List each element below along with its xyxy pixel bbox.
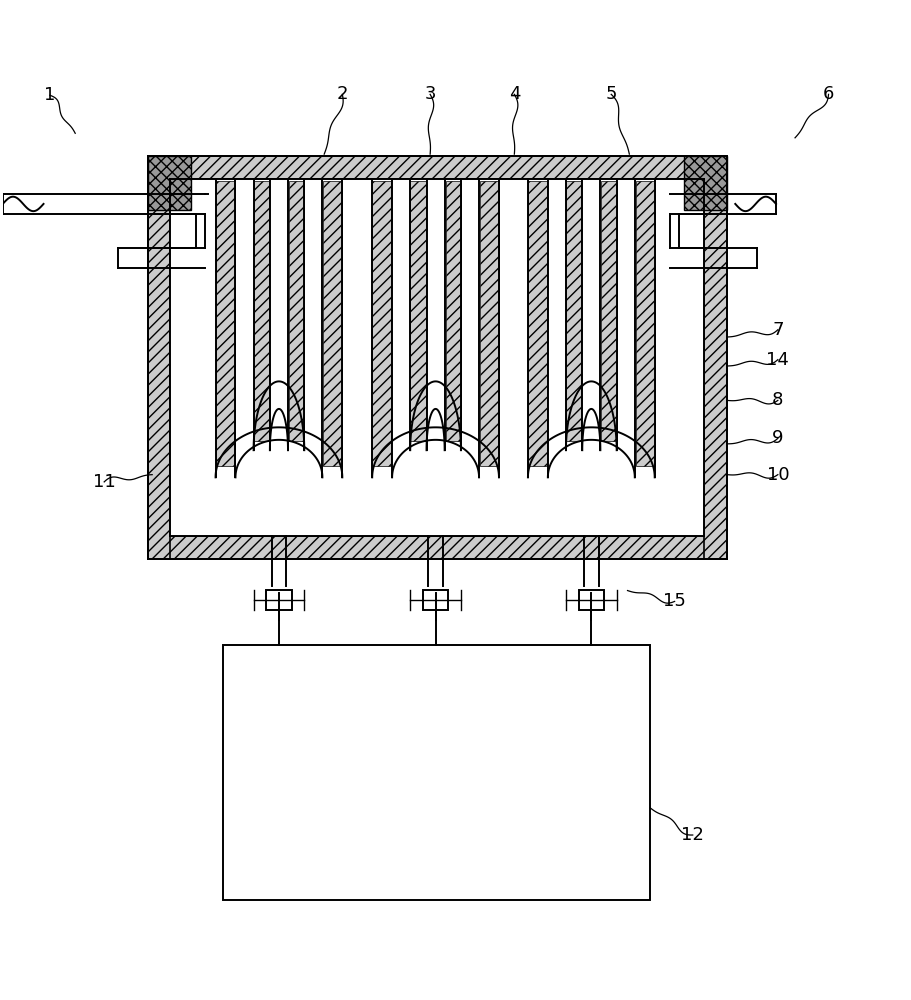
Text: 5: 5 [606,85,617,103]
Text: 15: 15 [663,592,686,610]
Bar [601,181,617,441]
Bar [216,181,234,466]
Bar [148,156,170,559]
Bar [148,156,191,210]
Text: 2: 2 [336,85,348,103]
Bar [148,156,727,179]
Text: 9: 9 [773,429,783,447]
Bar [170,179,704,536]
Bar [223,645,650,900]
Text: 7: 7 [773,321,783,339]
Bar [683,156,727,210]
Bar [373,181,391,466]
Bar [704,156,727,559]
Bar [480,181,499,466]
Bar [636,181,655,466]
Text: 11: 11 [93,473,116,491]
Text: 6: 6 [823,85,834,103]
Text: 8: 8 [773,391,783,409]
Bar [253,181,269,441]
Text: 12: 12 [681,826,704,844]
Text: 3: 3 [425,85,435,103]
Bar [528,181,547,466]
Bar [289,181,304,441]
Bar [410,181,425,441]
Text: 4: 4 [508,85,520,103]
Bar [266,590,292,610]
Bar [423,590,448,610]
Text: 1: 1 [44,86,56,104]
Bar [445,181,461,441]
Bar [323,181,343,466]
Text: 10: 10 [766,466,789,484]
Bar [578,590,604,610]
Bar [148,536,727,559]
Bar [566,181,581,441]
Text: 14: 14 [766,351,789,369]
